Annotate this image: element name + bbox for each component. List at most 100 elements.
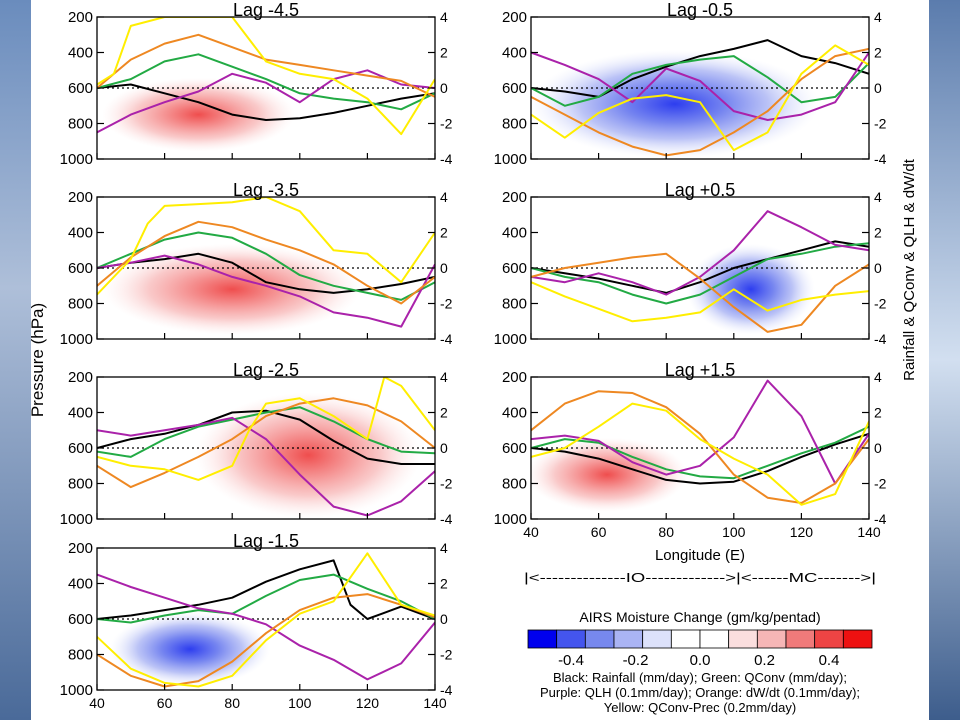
series-line-rainfall [97, 252, 435, 294]
right-tick-label: -4 [874, 151, 887, 167]
colorbar-segment [699, 629, 730, 649]
y-tick-label: 600 [502, 440, 527, 457]
y-tick-label: 400 [68, 405, 93, 422]
colorbar-segment [584, 629, 615, 649]
series-line-rainfall [97, 409, 435, 465]
chart-panel: 200 400 600 800 1000 4 2 0 -2 -4 Lag -2.5 [60, 360, 453, 528]
series-line-qlh [97, 69, 435, 134]
series-line-qconv [531, 242, 869, 305]
right-tick-label: 2 [440, 405, 448, 421]
y-tick-label: 400 [68, 45, 93, 62]
x-tick-label: 140 [857, 524, 881, 540]
y-tick-label: 800 [68, 647, 93, 664]
x-tick-label: 40 [523, 524, 539, 540]
region-bar: |<--------------IO------------->|<------… [524, 570, 876, 585]
series-line-rainfall [97, 83, 435, 121]
chart-panel: 200 400 600 800 1000 4 2 0 -2 -4 40 60 80 100 120 140 La… [60, 531, 453, 711]
y-tick-label: 600 [502, 260, 527, 277]
x-tick-label: 120 [790, 524, 814, 540]
panel-title: Lag -1.5 [233, 531, 299, 551]
x-tick-label: 80 [224, 695, 240, 711]
y-tick-label: 800 [502, 116, 527, 133]
anomaly-contour [531, 437, 688, 512]
colorbar-tick-label: -0.4 [558, 652, 584, 669]
right-tick-label: 0 [440, 260, 448, 276]
legend-line-3: Yellow: QConv-Prec (0.2mm/day) [604, 700, 796, 715]
series-group [531, 39, 869, 157]
x-tick-label: 60 [157, 695, 173, 711]
series-line-qlh [531, 379, 869, 485]
series-line-rainfall [97, 559, 435, 620]
chart-panel: 200 400 600 800 1000 4 2 0 -2 -4 Lag -4.5 [60, 0, 453, 168]
x-tick-label: 80 [658, 524, 674, 540]
right-tick-label: -2 [440, 476, 453, 492]
series-line-dw-dt [531, 252, 869, 333]
y-tick-label: 400 [502, 45, 527, 62]
right-tick-label: 4 [874, 189, 882, 205]
right-tick-label: 4 [440, 189, 448, 205]
colorbar-segment [670, 629, 701, 649]
series-line-rainfall [531, 39, 869, 98]
series-line-qlh [97, 573, 435, 681]
contour-field [103, 243, 361, 335]
x-tick-label: 40 [89, 695, 105, 711]
slide-canvas: 200 400 600 800 1000 4 2 0 -2 -4 Lag -4.5 200 400 600… [31, 0, 929, 720]
right-tick-label: -4 [874, 511, 887, 527]
y-tick-label: 600 [68, 440, 93, 457]
slide-background-right [929, 0, 960, 720]
right-tick-label: -4 [440, 331, 453, 347]
y-tick-label: 1000 [494, 331, 527, 348]
anomaly-contour [103, 243, 361, 335]
right-tick-label: 4 [440, 540, 448, 556]
series-line-qconv [531, 425, 869, 480]
chart-panel: 200 400 600 800 1000 4 2 0 -2 -4 40 60 80 100 120 140 La… [494, 360, 887, 540]
colorbar-segment [613, 629, 644, 649]
right-tick-label: 4 [440, 369, 448, 385]
colorbar: -0.4 -0.2 0.0 0.2 0.4 [527, 629, 873, 669]
right-tick-label: -4 [440, 682, 453, 698]
y-axis-label: Pressure (hPa) [31, 303, 47, 417]
y-tick-label: 800 [502, 296, 527, 313]
y-tick-label: 1000 [494, 151, 527, 168]
right-tick-label: -2 [874, 476, 887, 492]
x-tick-label: 60 [591, 524, 607, 540]
anomaly-contour [102, 77, 295, 152]
y-tick-label: 1000 [494, 511, 527, 528]
right-tick-label: -4 [874, 331, 887, 347]
chart-panel: 200 400 600 800 1000 4 2 0 -2 -4 Lag -0.5 [494, 0, 887, 168]
right-tick-label: 2 [440, 45, 448, 61]
series-line-qconv-prec [97, 17, 435, 136]
right-tick-label: 0 [440, 440, 448, 456]
series-line-dw-dt [97, 397, 435, 489]
panel-title: Lag -0.5 [667, 0, 733, 20]
right-tick-label: 4 [874, 369, 882, 385]
legend-line-1: Black: Rainfall (mm/day); Green: QConv (… [553, 670, 847, 685]
colorbar-segment [642, 629, 672, 649]
colorbar-segment [728, 629, 758, 649]
contour-field [109, 612, 271, 687]
colorbar-segment [756, 629, 787, 649]
colorbar-tick-label: 0.4 [819, 652, 840, 669]
right-tick-label: -4 [440, 151, 453, 167]
y-tick-label: 200 [502, 9, 527, 26]
series-line-qconv [97, 53, 435, 111]
series-line-dw-dt [97, 33, 435, 98]
y-tick-label: 400 [502, 225, 527, 242]
contour-field [102, 77, 295, 152]
y-tick-label: 600 [68, 260, 93, 277]
colorbar-segment [556, 629, 586, 649]
y-tick-label: 200 [68, 369, 93, 386]
colorbar-segment [842, 629, 873, 649]
series-line-qlh [531, 51, 869, 121]
y-tick-label: 800 [68, 116, 93, 133]
series-group [97, 197, 435, 328]
y-tick-label: 800 [68, 476, 93, 493]
colorbar-tick-label: -0.2 [623, 652, 649, 669]
right-tick-label: 2 [874, 225, 882, 241]
series-line-qconv [97, 573, 435, 624]
contour-field [531, 437, 688, 512]
y-tick-label: 1000 [60, 331, 93, 348]
series-group [531, 379, 869, 506]
right-tick-label: -2 [874, 296, 887, 312]
series-group [97, 552, 435, 688]
